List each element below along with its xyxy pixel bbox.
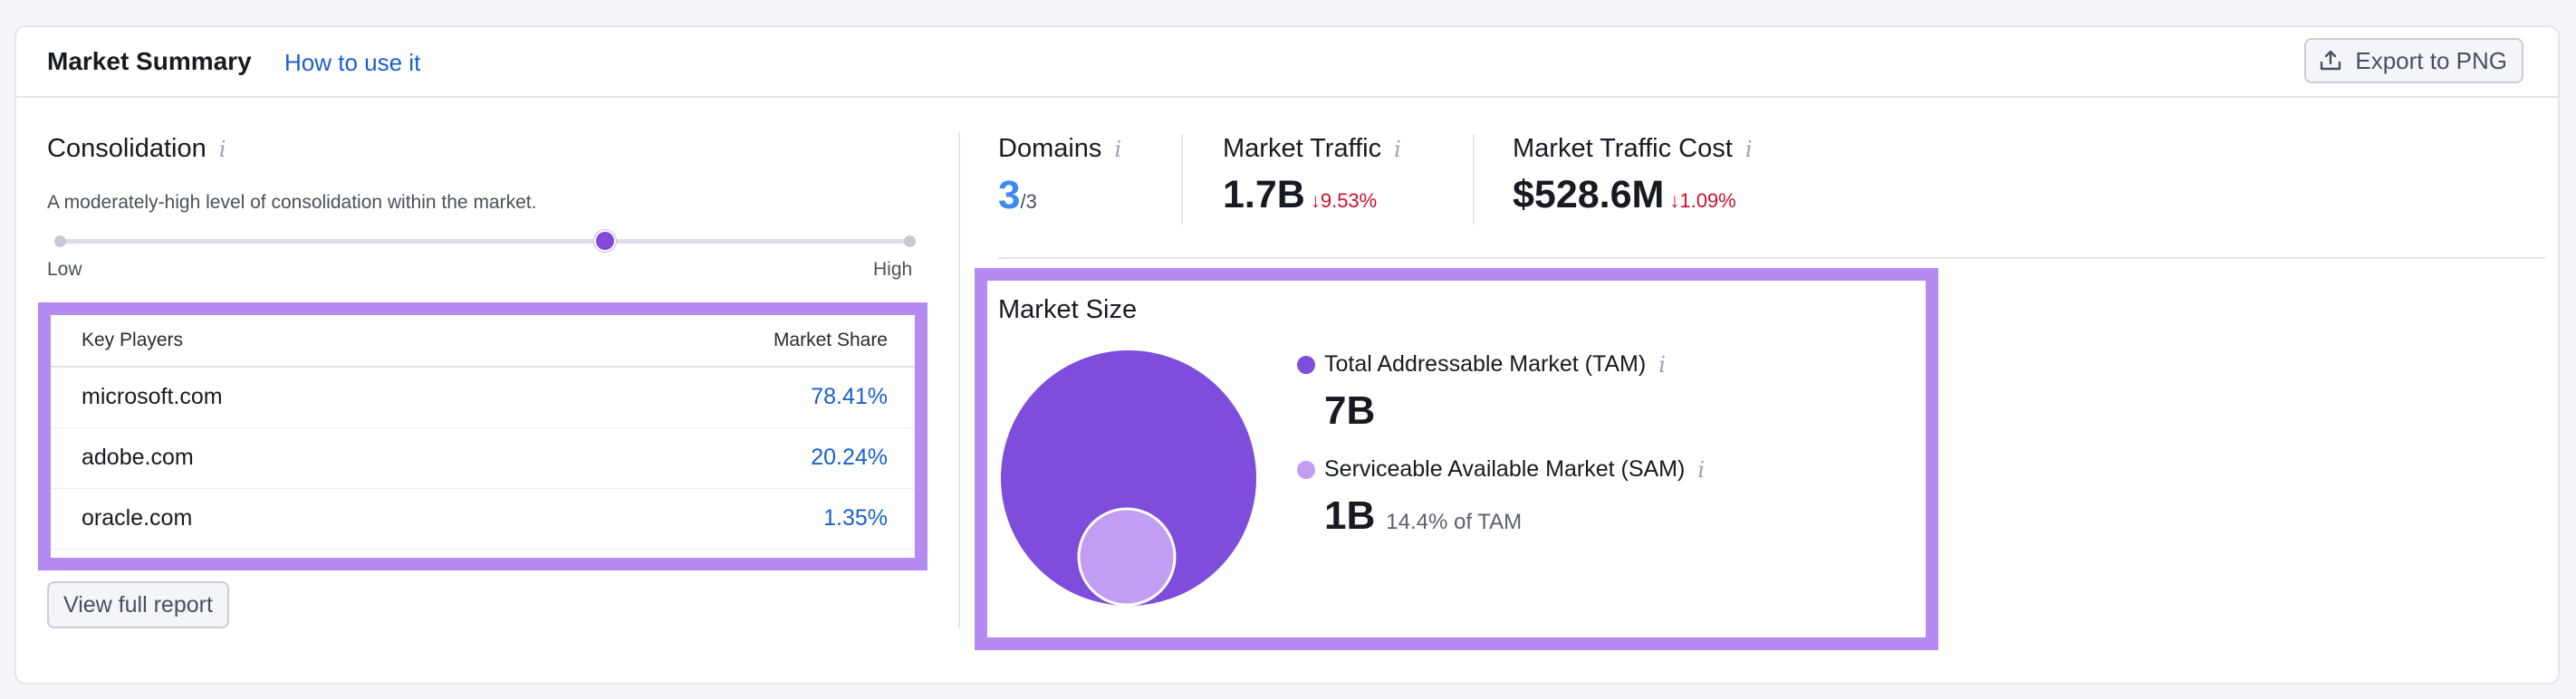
metric-traffic-title: Market Traffic i — [1223, 134, 1401, 164]
table-header: Key Players Market Share — [51, 315, 915, 368]
table-row: oracle.com 1.35% — [51, 489, 915, 550]
metric-domains-label: Domains — [998, 134, 1102, 163]
metric-cost-value: $528.6M ↓1.09% — [1513, 173, 1753, 217]
info-icon[interactable]: i — [1697, 456, 1706, 483]
info-icon[interactable]: i — [1658, 351, 1666, 378]
table-row: adobe.com 20.24% — [51, 428, 915, 489]
market-summary-card: Market Summary How to use it Export to P… — [14, 25, 2560, 685]
col-market-share: Market Share — [773, 330, 888, 350]
consolidation-label: Consolidation — [47, 134, 207, 163]
sam-value: 1B — [1324, 493, 1376, 538]
info-icon[interactable]: i — [1745, 137, 1753, 162]
player-share: 20.24% — [811, 445, 888, 470]
col-key-players: Key Players — [82, 330, 184, 350]
tam-legend-row: Total Addressable Market (TAM) i — [1297, 351, 1666, 378]
metric-traffic-value: 1.7B ↓9.53% — [1223, 173, 1401, 217]
consolidation-title: Consolidation i — [47, 134, 226, 164]
sam-circle[interactable] — [1077, 507, 1177, 607]
metric-market-traffic-cost: Market Traffic Cost i $528.6M ↓1.09% — [1513, 134, 1753, 217]
traffic-cost-delta: ↓1.09% — [1669, 189, 1736, 212]
column-divider — [958, 132, 960, 628]
consolidation-scale-track — [60, 239, 911, 244]
metric-traffic-label: Market Traffic — [1223, 134, 1382, 163]
metric-domains-value: 3/3 — [998, 173, 1121, 218]
consolidation-level-marker — [593, 230, 616, 252]
sam-dot-icon — [1297, 460, 1315, 479]
sam-label: Serviceable Available Market (SAM) — [1324, 456, 1686, 482]
traffic-cost-value: $528.6M — [1513, 173, 1665, 216]
tam-value-row: 7B — [1324, 388, 1666, 434]
metric-domains: Domains i 3/3 — [998, 134, 1121, 218]
market-size-circles — [1001, 350, 1256, 607]
view-full-report-button[interactable]: View full report — [47, 581, 229, 628]
metric-cost-title: Market Traffic Cost i — [1513, 134, 1753, 164]
player-domain[interactable]: microsoft.com — [82, 384, 223, 409]
upload-icon — [2319, 49, 2342, 72]
metric-domains-title: Domains i — [998, 134, 1121, 164]
domains-total: /3 — [1020, 190, 1037, 213]
tam-legend: Total Addressable Market (TAM) i 7B — [1297, 351, 1666, 434]
sam-legend-row: Serviceable Available Market (SAM) i — [1297, 456, 1705, 483]
traffic-value: 1.7B — [1223, 173, 1305, 216]
metric-market-traffic: Market Traffic i 1.7B ↓9.53% — [1223, 134, 1401, 217]
traffic-delta: ↓9.53% — [1310, 189, 1378, 212]
metric-divider — [1181, 134, 1183, 225]
info-icon[interactable]: i — [1114, 137, 1122, 162]
player-share: 78.41% — [811, 384, 888, 409]
metric-divider — [1473, 134, 1475, 225]
key-players-table: Key Players Market Share microsoft.com 7… — [38, 302, 928, 570]
info-icon[interactable]: i — [1394, 137, 1401, 162]
metric-cost-label: Market Traffic Cost — [1513, 134, 1733, 163]
market-size-title: Market Size — [998, 295, 1138, 324]
export-label: Export to PNG — [2355, 46, 2507, 74]
player-domain[interactable]: oracle.com — [82, 505, 193, 531]
table-row: microsoft.com 78.41% — [51, 368, 915, 428]
scale-high-label: High — [873, 259, 913, 280]
tam-circle[interactable] — [1001, 350, 1256, 606]
market-size-panel: Market Size Total Addressable Market (TA… — [975, 268, 1938, 650]
card-title: Market Summary — [47, 47, 252, 75]
how-to-use-link[interactable]: How to use it — [284, 49, 421, 76]
player-share: 1.35% — [823, 505, 888, 531]
consolidation-description: A moderately-high level of consolidation… — [47, 192, 537, 213]
export-to-png-button[interactable]: Export to PNG — [2304, 38, 2523, 83]
tam-label: Total Addressable Market (TAM) — [1324, 351, 1647, 377]
scale-high-end — [904, 235, 916, 247]
player-domain[interactable]: adobe.com — [82, 445, 194, 470]
tam-value: 7B — [1324, 388, 1376, 433]
card-header: Market Summary How to use it Export to P… — [16, 27, 2558, 98]
scale-low-end — [54, 235, 66, 247]
scale-low-label: Low — [47, 259, 82, 280]
domains-count[interactable]: 3 — [998, 173, 1021, 217]
sam-share-of-tam: 14.4% of TAM — [1386, 510, 1523, 534]
sam-legend: Serviceable Available Market (SAM) i 1B 1… — [1297, 456, 1705, 539]
tam-dot-icon — [1297, 355, 1315, 374]
sam-value-row: 1B 14.4% of TAM — [1324, 493, 1705, 539]
metrics-divider — [998, 257, 2545, 259]
info-icon[interactable]: i — [218, 137, 226, 162]
